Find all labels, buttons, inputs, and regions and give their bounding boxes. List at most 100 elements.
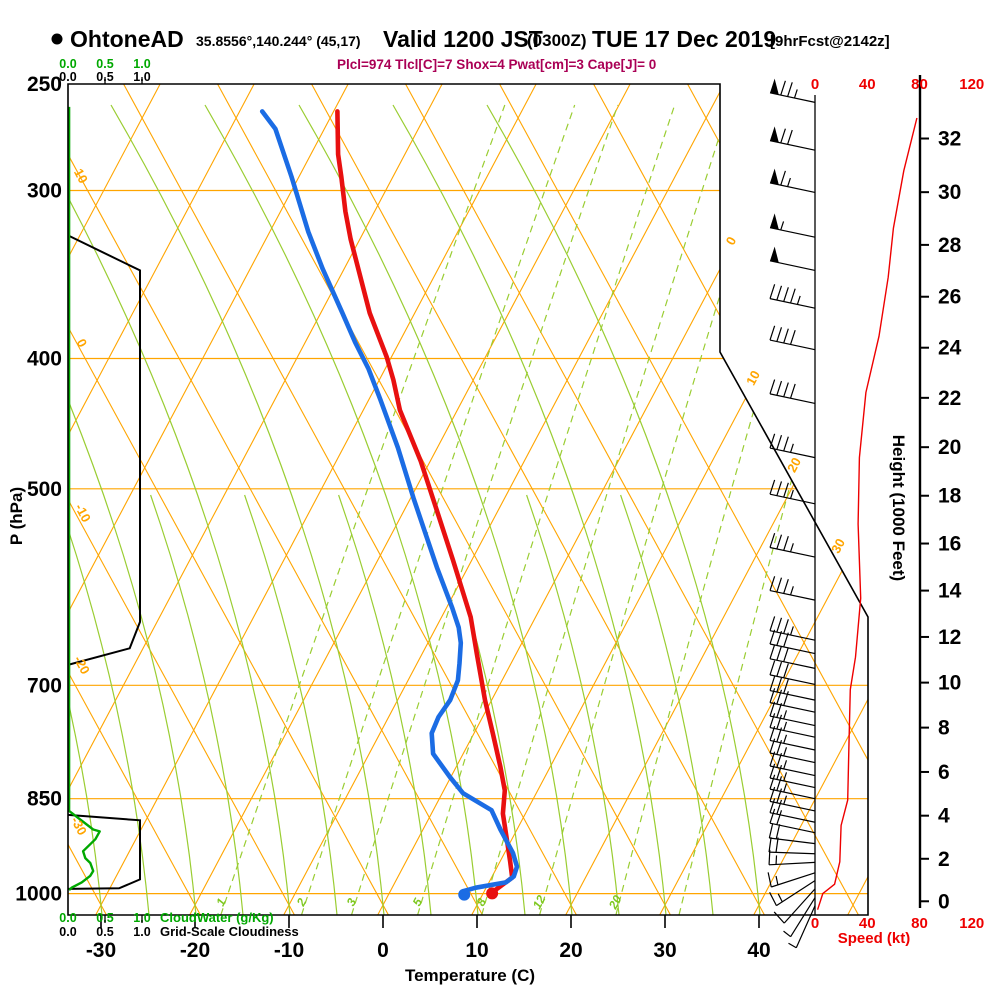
- wind-barb-feather: [769, 786, 776, 802]
- height-tick-label: 4: [938, 805, 950, 828]
- wind-barb-shaft: [769, 851, 816, 855]
- wind-barb: [769, 738, 816, 764]
- wind-barb: [768, 849, 816, 866]
- isotherm-line: [189, 84, 631, 915]
- wind-barb-feather: [776, 714, 783, 730]
- wind-barb-feather: [776, 677, 783, 693]
- wind-barb: [783, 897, 816, 938]
- wind-barb-feather: [776, 617, 783, 633]
- clipped-grid: [68, 84, 868, 915]
- wind-barb-feather: [776, 810, 783, 825]
- moist-adiabat-line: [68, 494, 150, 915]
- wind-barb: [769, 246, 816, 271]
- mixing-ratio-line: [417, 104, 676, 915]
- wind-barb-feather: [789, 330, 796, 345]
- isotherm-line: [847, 84, 868, 915]
- temperature-tick-label: -10: [274, 939, 304, 962]
- moist-adiabat-line: [486, 104, 761, 915]
- wind-barb: [769, 533, 816, 558]
- isotherm-label: 30: [828, 536, 848, 556]
- wind-barb-shaft: [769, 812, 816, 823]
- wind-barb-feather: [787, 82, 793, 97]
- cloudwater-scale-top: 0.0: [59, 57, 76, 71]
- height-tick-label: 18: [938, 485, 962, 508]
- wind-barb-feather: [769, 379, 776, 395]
- wind-barb-feather: [780, 80, 786, 96]
- isotherm-label: 10: [743, 368, 763, 388]
- wind-barb-feather: [769, 688, 776, 703]
- wind-barb-shaft: [769, 689, 816, 701]
- height-tick-label: 8: [938, 717, 950, 740]
- moist-adiabat-line: [620, 494, 714, 915]
- wind-barb-feather: [776, 285, 783, 301]
- wind-barb-half-feather: [787, 177, 791, 187]
- wind-barb-column: [767, 78, 918, 949]
- pressure-tick-label: 250: [27, 73, 62, 96]
- wind-barb: [768, 837, 816, 855]
- wind-barb: [769, 660, 816, 686]
- sounding-traces: [259, 109, 520, 901]
- grid-scale-cloudiness-profile: [67, 234, 141, 666]
- wind-barb-feather: [780, 170, 786, 186]
- moist-adiabat-line: [298, 104, 573, 915]
- wind-barb: [769, 284, 816, 309]
- wind-barb-feather: [776, 380, 783, 396]
- dry-adiabat-line: [68, 84, 389, 915]
- wind-barb-shaft: [769, 702, 816, 713]
- height-tick-label: 14: [938, 580, 962, 603]
- height-tick-label: 12: [938, 626, 961, 649]
- stability-parameters: Plcl=974 Tlcl[C]=7 Shox=4 Pwat[cm]=3 Cap…: [337, 57, 656, 72]
- temperature-tick-label: 20: [559, 939, 582, 962]
- cloud-profiles: [67, 106, 141, 891]
- wind-barb-feather: [776, 799, 783, 815]
- wind-barb: [788, 905, 816, 949]
- speed-tick-label-top: 120: [959, 76, 984, 93]
- wind-barb-shaft: [769, 339, 816, 351]
- wind-barb-feather: [776, 645, 783, 661]
- dry-adiabat-label: -30: [68, 814, 90, 838]
- wind-barb-shaft: [776, 880, 816, 907]
- wind-barb-half-feather: [789, 489, 794, 499]
- temperature-tick-label: 30: [653, 939, 676, 962]
- wind-barb: [769, 479, 816, 505]
- isotherm-line: [68, 84, 161, 915]
- cloudwater-scale-bottom: 0.0: [59, 911, 76, 925]
- cloudiness-legend: Grid-Scale Cloudiness: [160, 924, 299, 939]
- wind-barb-half-feather: [796, 295, 801, 305]
- wind-barb-feather: [783, 287, 789, 302]
- isotherm-line: [68, 84, 443, 915]
- wind-barb-half-feather: [783, 795, 788, 805]
- height-tick-label: 20: [938, 436, 961, 459]
- wind-barb-half-feather: [789, 543, 794, 553]
- height-tick-label: 22: [938, 387, 961, 410]
- wind-barb-feather: [776, 689, 783, 705]
- wind-barb-feather: [769, 676, 776, 691]
- isotherm-line: [68, 84, 349, 915]
- wind-barb-feather: [769, 798, 776, 813]
- wind-barb-half-feather: [789, 626, 794, 636]
- wind-barb-feather: [783, 679, 789, 694]
- pressure-tick-label: 400: [27, 347, 62, 370]
- valid-time: Valid 1200 JST: [383, 26, 543, 52]
- height-tick-label: 6: [938, 761, 950, 784]
- height-tick-label: 2: [938, 848, 950, 871]
- wind-barb-half-feather: [783, 772, 788, 782]
- wind-barb-shaft: [769, 765, 816, 777]
- wind-barb-feather: [769, 892, 777, 906]
- surface-temperature-dot: [486, 887, 499, 900]
- wind-barb-feather: [769, 660, 776, 676]
- height-tick-label: 30: [938, 181, 961, 204]
- wind-barb: [769, 78, 816, 103]
- dry-adiabat-line: [217, 84, 671, 915]
- wind-barb-half-feather: [788, 942, 797, 949]
- moist-adiabat-line: [204, 104, 479, 915]
- speed-tick-label-bottom: 120: [959, 915, 984, 932]
- wind-barb-shaft: [769, 182, 816, 194]
- wind-barb: [769, 880, 816, 907]
- wind-barb-feather: [783, 436, 789, 452]
- dry-adiabat-label: 10: [71, 166, 91, 186]
- cloudwater-scale-top: 0.5: [96, 57, 113, 71]
- wind-barb-feather: [783, 691, 789, 706]
- wind-barb-half-feather: [783, 734, 788, 744]
- wind-barb-half-feather: [789, 586, 794, 596]
